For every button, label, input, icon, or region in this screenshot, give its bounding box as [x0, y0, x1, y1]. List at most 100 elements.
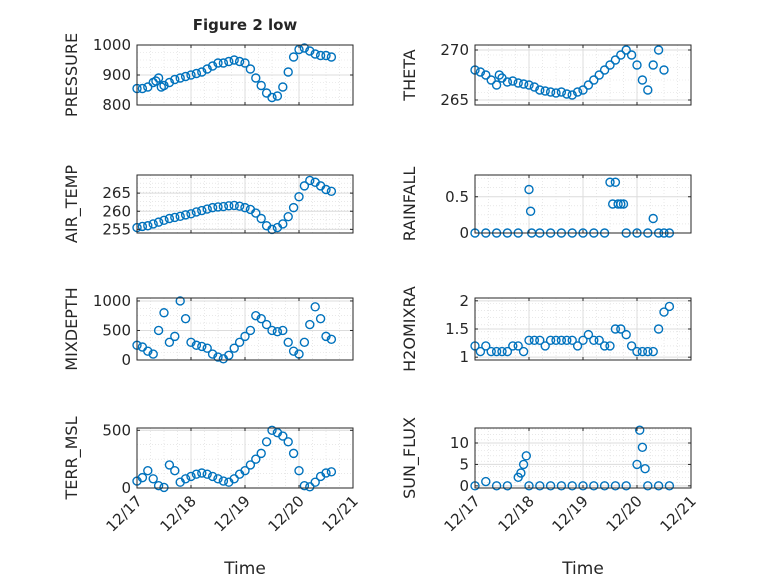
data-point: [529, 82, 540, 92]
data-point: [170, 212, 180, 223]
data-point: [545, 87, 556, 97]
data-point: [545, 335, 556, 345]
data-point: [137, 221, 148, 232]
data-point: [137, 83, 148, 94]
data-point: [540, 341, 550, 351]
data-point: [202, 204, 212, 214]
data-point: [518, 79, 529, 89]
data-point: [494, 70, 504, 80]
data-point: [605, 177, 615, 187]
data-point: [288, 52, 299, 62]
x-tick-label: 12/21: [319, 492, 362, 535]
data-point: [186, 70, 196, 80]
data-point: [191, 340, 202, 350]
data-point: [186, 209, 196, 219]
data-point: [664, 301, 675, 312]
data-point: [315, 50, 326, 61]
data-point: [245, 64, 256, 74]
data-point: [610, 481, 621, 491]
data-point: [616, 324, 626, 334]
data-point: [321, 331, 331, 342]
data-point: [640, 464, 650, 474]
data-point: [589, 75, 599, 85]
data-point: [310, 302, 320, 312]
data-point: [159, 482, 169, 493]
data-point: [175, 296, 185, 306]
panel-7-series: [132, 425, 337, 493]
data-point: [648, 60, 658, 70]
data-point: [267, 92, 277, 103]
data-point: [294, 192, 304, 202]
data-point: [256, 313, 266, 324]
data-point: [653, 481, 664, 491]
data-point: [637, 442, 648, 452]
panel-3-series: [132, 175, 337, 235]
data-point: [256, 448, 266, 459]
data-point: [653, 324, 664, 334]
data-point: [278, 325, 288, 336]
data-point: [180, 71, 191, 82]
data-point: [616, 50, 626, 60]
data-point: [186, 337, 196, 347]
data-point: [305, 46, 315, 56]
data-point: [197, 205, 207, 216]
y-tick-label: 265: [102, 184, 131, 202]
data-point: [326, 186, 337, 197]
data-point: [497, 346, 507, 357]
data-point: [213, 474, 223, 484]
data-point: [283, 337, 293, 347]
data-point: [267, 325, 277, 336]
data-point: [251, 208, 261, 218]
data-point: [153, 73, 164, 83]
data-point: [599, 481, 610, 491]
data-point: [491, 481, 502, 491]
data-point: [251, 73, 261, 83]
data-point: [518, 346, 529, 357]
data-point: [594, 70, 604, 80]
data-point: [659, 307, 669, 317]
panel-2-series: [470, 45, 669, 100]
data-point: [572, 341, 583, 351]
data-point: [186, 471, 196, 482]
data-point: [207, 471, 218, 482]
data-point: [326, 334, 337, 345]
data-point: [305, 319, 315, 330]
data-point: [283, 211, 293, 222]
data-point: [175, 73, 185, 83]
data-point: [299, 43, 310, 53]
data-point: [610, 55, 621, 65]
y-tick-label: 270: [440, 41, 469, 59]
data-point: [261, 319, 272, 330]
data-point: [207, 349, 218, 359]
data-point: [635, 425, 645, 435]
data-point: [256, 80, 266, 91]
data-point: [589, 335, 599, 345]
panel-4-ylabel: RAINFALL: [400, 167, 419, 242]
data-point: [567, 90, 577, 100]
data-point: [491, 80, 502, 90]
data-point: [197, 468, 207, 478]
data-point: [213, 352, 223, 362]
data-point: [159, 308, 169, 318]
data-point: [245, 325, 256, 336]
data-point: [261, 88, 272, 98]
panel-6-grid: [474, 298, 692, 360]
data-point: [643, 85, 653, 95]
y-tick-label: 10: [450, 434, 469, 452]
data-point: [610, 324, 621, 334]
y-tick-label: 1000: [93, 36, 131, 54]
data-point: [583, 80, 594, 90]
y-tick-label: 800: [102, 96, 131, 114]
data-point: [153, 480, 164, 491]
data-point: [643, 481, 653, 491]
y-tick-label: 0.5: [445, 188, 469, 206]
data-point: [475, 67, 486, 77]
data-point: [305, 482, 315, 492]
data-point: [567, 335, 577, 345]
data-point: [621, 329, 631, 340]
data-point: [229, 200, 239, 211]
data-point: [137, 472, 148, 483]
data-point: [524, 184, 534, 195]
panel-1-ylabel: PRESSURE: [62, 33, 81, 117]
data-point: [164, 77, 175, 88]
